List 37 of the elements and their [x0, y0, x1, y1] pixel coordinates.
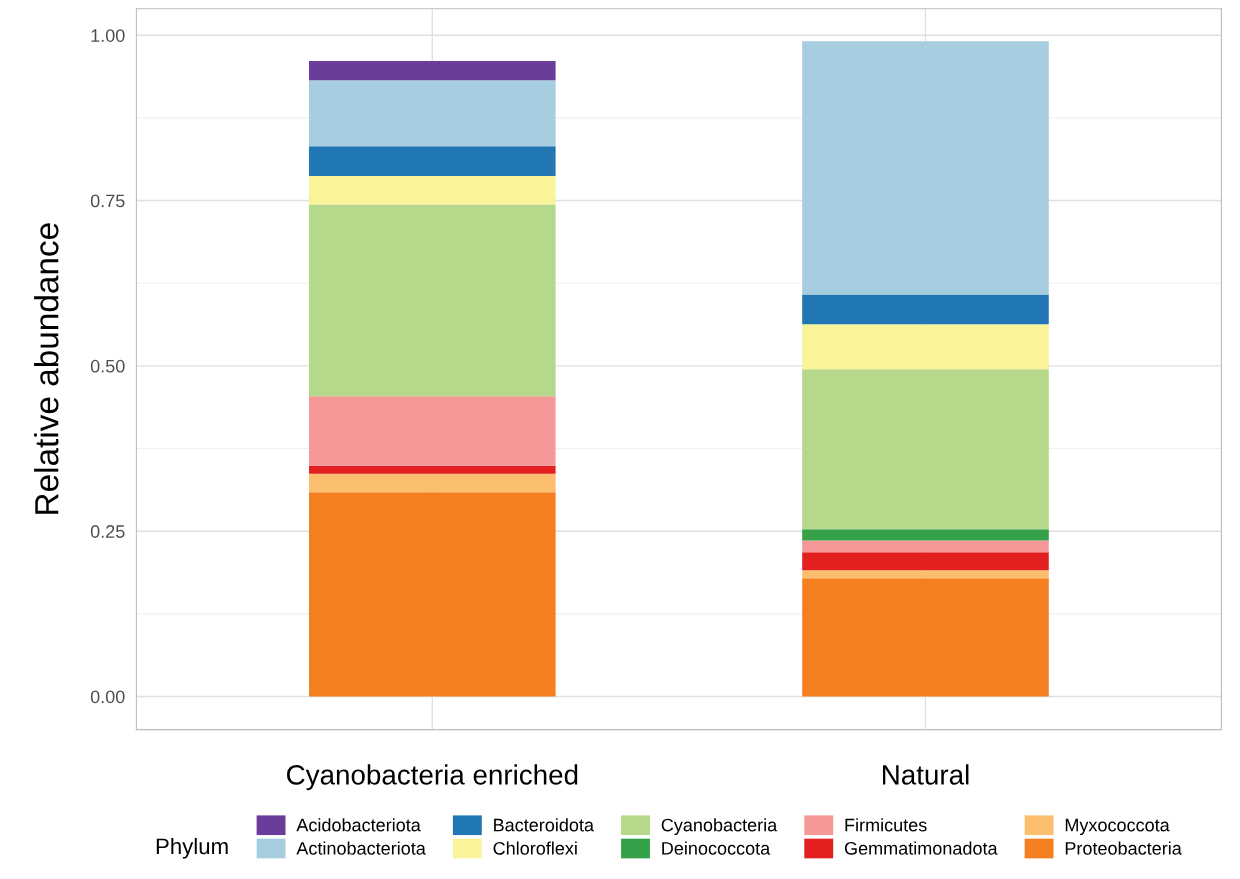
- legend-label: Bacteroidota: [494, 818, 594, 832]
- bar: [309, 465, 556, 474]
- bar: [802, 294, 1049, 325]
- y-tick-label: 0.50: [90, 359, 125, 373]
- legend-label: Cyanobacteria: [661, 818, 778, 836]
- bar: [802, 552, 1049, 571]
- legend-label: Myxococcota: [1065, 818, 1170, 836]
- y-tick-label: 0.75: [90, 194, 125, 208]
- legend-label: Acidobacteriota: [296, 818, 421, 832]
- x-tick-label: Natural: [883, 764, 969, 785]
- y-tick-label: 1.00: [91, 29, 125, 42]
- bar: [309, 396, 556, 466]
- bar: [802, 369, 1049, 530]
- legend-title: Phylum: [156, 837, 228, 859]
- bar: [309, 204, 556, 397]
- bar: [309, 146, 556, 177]
- bar: [309, 80, 556, 147]
- bar: [802, 540, 1049, 553]
- bar: [309, 176, 556, 205]
- bar: [802, 570, 1049, 579]
- y-axis-title: Relative abundance: [34, 223, 59, 514]
- bar: [802, 324, 1049, 370]
- y-tick-label: 0.25: [90, 525, 125, 538]
- legend-label: Chloroflexi: [493, 841, 577, 855]
- x-tick-label: Cyanobacteria enriched: [287, 764, 578, 791]
- legend-label: Deinococcota: [662, 841, 771, 855]
- legend-label: Proteobacteria: [1065, 841, 1182, 855]
- y-tick-label: 0.00: [90, 690, 125, 704]
- bar: [802, 578, 1049, 697]
- legend-label: Gemmatimonadota: [844, 841, 998, 855]
- bar: [309, 492, 556, 697]
- bar: [309, 61, 556, 81]
- legend-label: Actinobacteriota: [296, 841, 426, 855]
- bar: [802, 529, 1049, 541]
- bar: [802, 41, 1049, 295]
- bar: [309, 473, 556, 493]
- legend-label: Firmicutes: [845, 818, 927, 832]
